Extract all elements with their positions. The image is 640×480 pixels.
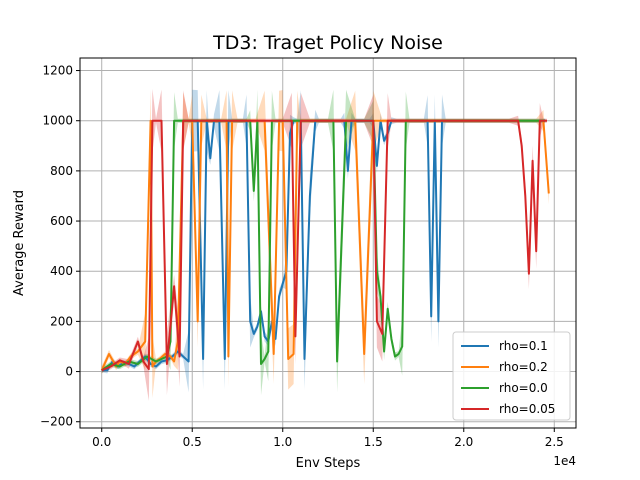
x-axis-label: Env Steps (296, 456, 361, 471)
y-axis-label: Average Reward (12, 190, 27, 296)
y-tick-label: 200 (50, 314, 73, 328)
y-tick-label: 600 (50, 214, 73, 228)
x-axis-scale-label: 1e4 (553, 454, 576, 468)
x-tick-label: 0.5 (183, 435, 202, 449)
x-tick-label: 1.5 (364, 435, 383, 449)
y-axis-ticks: −200 0 200 400 600 800 1000 1200 (40, 64, 80, 429)
legend-label: rho=0.1 (499, 339, 548, 353)
y-tick-label: 1200 (42, 64, 73, 78)
series-line-3 (101, 119, 547, 372)
x-tick-label: 0.0 (92, 435, 111, 449)
grid (80, 58, 576, 428)
y-tick-label: 800 (50, 164, 73, 178)
y-tick-label: 1000 (42, 114, 73, 128)
legend-label: rho=0.2 (499, 360, 548, 374)
x-tick-label: 2.5 (545, 435, 564, 449)
x-tick-label: 2.0 (454, 435, 473, 449)
series-line-0 (101, 119, 546, 372)
x-axis-ticks: 0.0 0.5 1.0 1.5 2.0 2.5 (92, 428, 564, 449)
chart-title: TD3: Traget Policy Noise (212, 32, 443, 54)
y-tick-label: 0 (65, 365, 73, 379)
series-lines (100, 119, 550, 372)
y-tick-label: 400 (50, 264, 73, 278)
legend-label: rho=0.0 (499, 381, 548, 395)
y-tick-label: −200 (40, 415, 73, 429)
plot-frame (79, 57, 577, 429)
legend-box (452, 331, 571, 421)
legend-label: rho=0.05 (499, 402, 555, 416)
x-tick-label: 1.0 (273, 435, 292, 449)
legend: rho=0.1 rho=0.2 rho=0.0 rho=0.05 (452, 331, 571, 421)
